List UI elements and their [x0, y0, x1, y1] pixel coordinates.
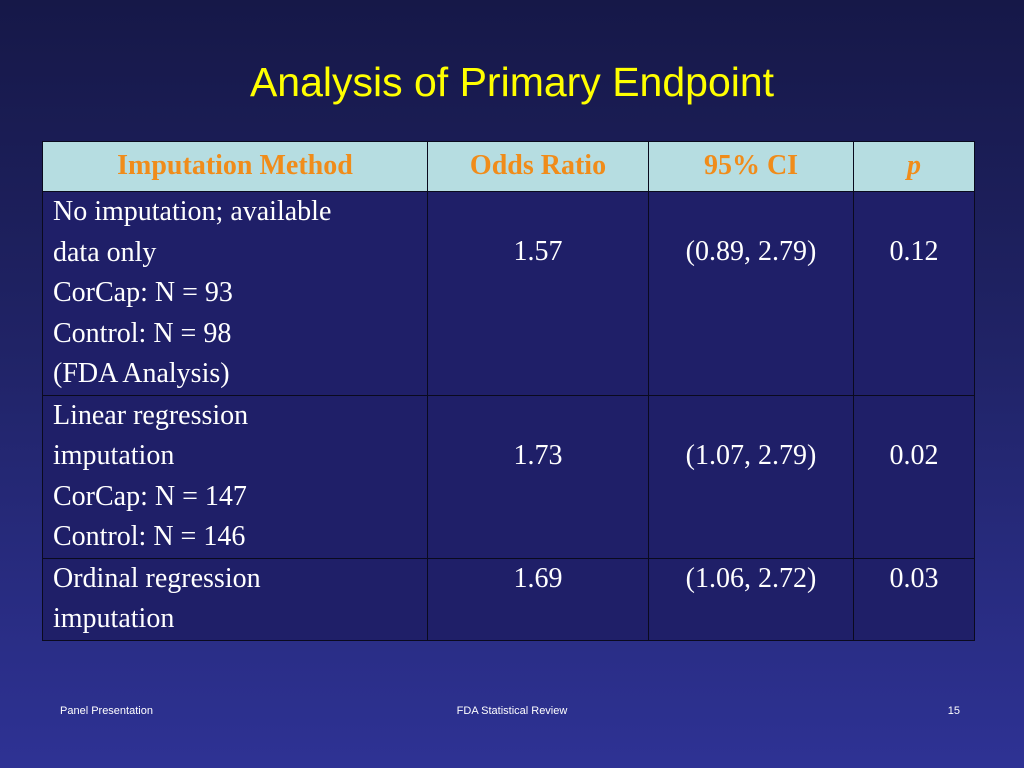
- header-p-value: p: [853, 141, 975, 192]
- footer-review-label: FDA Statistical Review: [456, 705, 568, 717]
- p-value: 0.03: [889, 562, 939, 594]
- ci-cell: (1.07, 2.79): [648, 394, 854, 559]
- method-cell: Linear regression imputation CorCap: N =…: [42, 394, 428, 559]
- header-imputation-method: Imputation Method: [42, 141, 428, 192]
- odds-ratio-cell: 1.69: [427, 557, 649, 641]
- ci-cell: (0.89, 2.79): [648, 191, 854, 396]
- odds-ratio-cell: 1.57: [427, 191, 649, 396]
- p-value-cell: 0.02: [853, 394, 975, 559]
- header-odds-ratio: Odds Ratio: [427, 141, 649, 192]
- ci-cell: (1.06, 2.72): [648, 557, 854, 641]
- odds-ratio-cell: 1.73: [427, 394, 649, 559]
- table-row: Ordinal regression imputation 1.69 (1.06…: [42, 557, 975, 641]
- odds-ratio-value: 1.69: [513, 562, 563, 594]
- p-value: 0.02: [889, 439, 939, 471]
- p-value-cell: 0.12: [853, 191, 975, 396]
- ci-value: (1.06, 2.72): [685, 562, 817, 594]
- method-line: Control: N = 146: [53, 521, 246, 552]
- method-line: Control: N = 98: [53, 317, 232, 349]
- slide-title: Analysis of Primary Endpoint: [249, 59, 775, 105]
- method-line: imputation: [53, 603, 175, 634]
- method-line: Linear regression: [53, 399, 249, 431]
- p-value: 0.12: [889, 236, 939, 267]
- results-table: Imputation Method Odds Ratio 95% CI p No…: [42, 141, 975, 641]
- odds-ratio-value: 1.57: [513, 236, 563, 267]
- header-confidence-interval: 95% CI: [648, 141, 854, 192]
- method-line: Ordinal regression: [53, 562, 261, 594]
- table-header-row: Imputation Method Odds Ratio 95% CI p: [42, 141, 975, 192]
- method-line: CorCap: N = 147: [53, 480, 247, 512]
- ci-value: (0.89, 2.79): [685, 236, 817, 267]
- method-cell: Ordinal regression imputation: [42, 557, 428, 641]
- footer-presentation-label: Panel Presentation: [60, 705, 153, 717]
- method-line: CorCap: N = 93: [53, 277, 233, 308]
- footer-page-number: 15: [947, 705, 960, 717]
- odds-ratio-value: 1.73: [513, 439, 563, 471]
- method-line: (FDA Analysis): [53, 358, 230, 389]
- table-row: Linear regression imputation CorCap: N =…: [42, 394, 975, 559]
- p-value-cell: 0.03: [853, 557, 975, 641]
- table-row: No imputation; available data only CorCa…: [42, 191, 975, 396]
- ci-value: (1.07, 2.79): [685, 439, 817, 471]
- method-cell: No imputation; available data only CorCa…: [42, 191, 428, 396]
- method-line: imputation: [53, 440, 175, 471]
- method-line: No imputation; available: [53, 196, 332, 227]
- method-line: data only: [53, 236, 157, 268]
